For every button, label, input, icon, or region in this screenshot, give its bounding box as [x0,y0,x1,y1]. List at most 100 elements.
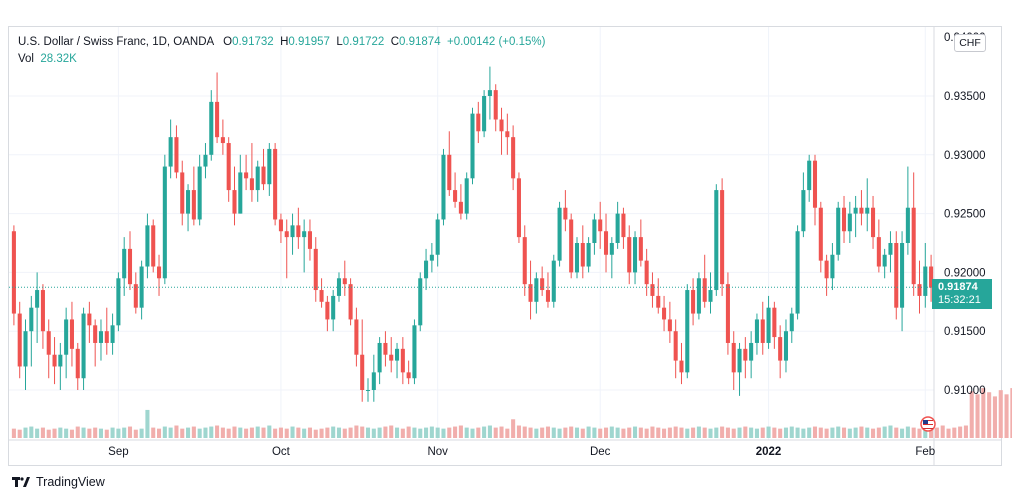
volume-value: 28.32K [40,53,77,65]
candle-body [307,231,312,249]
candle [168,119,173,179]
candle-body [778,337,783,361]
candle-body [720,190,725,285]
candle-body [203,154,208,167]
candle-body [557,207,562,261]
candle-body [35,290,40,308]
price-tick-label: 0.92500 [944,209,986,221]
candle [52,337,57,385]
volume-bar [284,428,289,438]
volume-bar [749,427,754,438]
candle [441,148,446,226]
candle-body [743,348,748,361]
candle [302,219,307,273]
volume-bar [638,427,643,438]
tradingview-logo[interactable]: TradingView [12,475,105,489]
candle [244,154,249,191]
volume-bar [87,428,92,438]
volume-bar [545,426,550,438]
volume-bar [354,425,359,438]
candle-body [487,90,492,96]
volume-bar [64,428,69,438]
volume-bar [714,427,719,438]
candle [215,72,220,144]
volume-bar [458,425,463,438]
candle [389,337,394,373]
candle [69,301,74,367]
candle [151,219,156,273]
candle-body [197,166,202,220]
candle-body [644,260,649,285]
candle-body [749,342,754,361]
volume-bar [151,427,156,438]
candle [395,342,400,379]
price-tick-label: 0.93000 [944,150,986,162]
candle [162,154,167,285]
volume-bar [830,427,835,438]
candle-body [360,354,365,390]
candle-body [534,278,539,302]
candle-body [545,290,550,302]
candle-body [354,319,359,355]
volume-bar [720,426,725,438]
volume-bar [685,428,690,438]
candle-body [696,278,701,314]
volume-bar [662,428,667,438]
volume-bar [708,428,713,438]
volume-bar [743,426,748,438]
candle [522,225,527,296]
volume-bar [435,427,440,438]
candle-body [505,131,510,138]
volume-bar [847,428,852,438]
candle-body [691,290,696,314]
volume-bar [929,426,934,438]
candle-body [52,354,57,367]
candle [29,295,34,367]
volume-bar [336,427,342,438]
candle [563,190,568,232]
volume-bar [220,427,225,438]
candle [772,301,777,349]
candle [186,184,191,232]
volume-bar [807,427,812,438]
candle-body [801,190,806,232]
candle [458,184,463,220]
candle-body [232,190,237,214]
candle-body [191,190,196,220]
volume-bar [841,427,847,438]
candle [534,272,539,314]
candle [273,143,278,226]
time-tick-label: Dec [590,446,611,458]
currency-badge[interactable]: CHF [954,34,986,52]
candle-body [75,348,80,379]
price-tick-label: 0.93500 [944,91,986,103]
candle [232,166,237,226]
candle-body [516,178,521,238]
candle-body [133,284,138,308]
low-value: 0.91722 [342,36,385,48]
volume-bar [859,426,864,438]
candle-body [145,225,150,267]
volume-bar [795,427,800,438]
candle-body [290,225,295,238]
candle-body [911,207,916,285]
candle-body [569,219,574,273]
candle-body [69,319,74,349]
candle [580,225,585,279]
candle-body [824,260,829,279]
candle-body [476,113,481,132]
candle [354,307,359,367]
candle-body [603,231,609,255]
candle [876,219,881,273]
candle-body [435,219,440,255]
candle [261,148,266,191]
price-tick-label: 0.92000 [944,267,986,279]
volume-bar [464,427,469,438]
candle [11,225,16,326]
volume-bar [139,428,144,438]
volume-bar [482,426,487,438]
candle-body [662,307,667,320]
candle [64,307,69,379]
candle [58,342,63,390]
